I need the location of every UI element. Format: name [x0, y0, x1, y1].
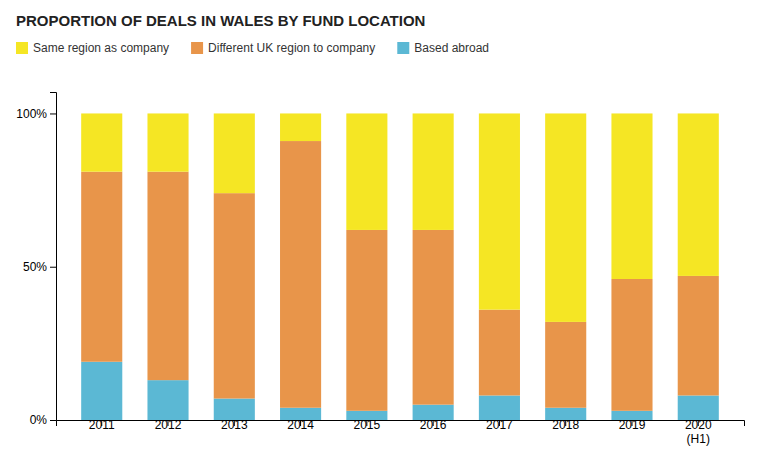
axis-line — [50, 93, 57, 421]
legend-swatch — [16, 42, 28, 54]
bar — [214, 399, 255, 420]
tick-label-line: 2017 — [486, 418, 513, 432]
bar — [545, 113, 586, 321]
bar — [413, 230, 454, 405]
tick-label-line: 2011 — [89, 418, 115, 432]
bar — [147, 113, 188, 171]
y-axis: 0% 50% 100% — [16, 93, 56, 428]
tick-label: 2020(H1) — [685, 418, 712, 446]
title: PROPORTION OF DEALS IN WALES BY FUND LOC… — [16, 12, 425, 29]
tick-label: 2013 — [221, 418, 248, 432]
tick-label-line: 2020 — [685, 418, 712, 432]
legend-item: Based abroad — [397, 41, 489, 55]
tick: 2016 — [420, 418, 447, 432]
bar — [545, 322, 586, 408]
bar — [81, 113, 122, 171]
tick-label-line: 2014 — [287, 418, 314, 432]
bar — [214, 193, 255, 398]
tick-label: 2018 — [552, 418, 579, 432]
tick-label: 2016 — [420, 418, 447, 432]
bar — [147, 172, 188, 380]
tick-label-line: 2015 — [354, 418, 381, 432]
tick: 2018 — [552, 418, 579, 432]
bar — [214, 113, 255, 193]
tick: 100% — [16, 107, 56, 121]
tick-label: 2012 — [155, 418, 182, 432]
legend-item: Different UK region to company — [191, 41, 375, 55]
tick-label-line: 2018 — [552, 418, 579, 432]
tick-label: 0% — [30, 413, 48, 427]
legend-swatch — [397, 42, 409, 54]
tick: 2013 — [221, 418, 248, 432]
tick-label: 2017 — [486, 418, 513, 432]
bar — [678, 395, 719, 420]
tick: 2011 — [89, 418, 115, 432]
tick-mark — [50, 267, 56, 268]
bar — [479, 310, 520, 396]
legend-label: Based abroad — [414, 41, 489, 55]
bar — [147, 380, 188, 420]
bar — [611, 279, 652, 411]
tick: 2012 — [155, 418, 182, 432]
tick: 50% — [23, 260, 56, 274]
tick-mark — [50, 113, 56, 114]
legend-label: Different UK region to company — [208, 41, 375, 55]
bars — [81, 113, 719, 420]
plot: 0%50%100%2011201220132014201520162017201… — [16, 93, 744, 446]
bar — [81, 362, 122, 420]
tick-label-line: 2013 — [221, 418, 248, 432]
tick-label: 2014 — [287, 418, 314, 432]
legend: Same region as company Different UK regio… — [16, 41, 489, 55]
tick-label-line: 2016 — [420, 418, 447, 432]
tick: 2019 — [619, 418, 646, 432]
tick-label: 2019 — [619, 418, 646, 432]
series — [81, 113, 719, 321]
tick-mark — [50, 420, 56, 421]
bar — [280, 113, 321, 141]
bar — [479, 113, 520, 309]
tick: 2015 — [354, 418, 381, 432]
tick-label: 50% — [23, 260, 47, 274]
bar — [346, 113, 387, 229]
legend-label: Same region as company — [33, 41, 169, 55]
tick-label-line: 2019 — [619, 418, 646, 432]
legend-swatch — [191, 42, 203, 54]
tick: 0% — [30, 413, 56, 427]
bar — [81, 172, 122, 362]
tick-label: 100% — [16, 107, 47, 121]
x-axis: 2011 2012 2013 2014 2015 2016 2017 2018 2019 2020… — [57, 418, 745, 446]
legend-item: Same region as company — [16, 41, 169, 55]
bar — [346, 230, 387, 411]
bar — [678, 276, 719, 396]
tick: 2017 — [486, 418, 513, 432]
bar — [280, 141, 321, 408]
bar — [611, 113, 652, 279]
bar — [413, 113, 454, 229]
bar — [678, 113, 719, 275]
tick-label-line: 2012 — [155, 418, 182, 432]
chart: PROPORTION OF DEALS IN WALES BY FUND LOC… — [0, 0, 768, 476]
tick-label-line: (H1) — [687, 432, 710, 446]
tick: 2020(H1) — [685, 418, 712, 446]
tick: 2014 — [287, 418, 314, 432]
bar — [479, 395, 520, 420]
tick-label: 2011 — [89, 418, 115, 432]
tick-label: 2015 — [354, 418, 381, 432]
